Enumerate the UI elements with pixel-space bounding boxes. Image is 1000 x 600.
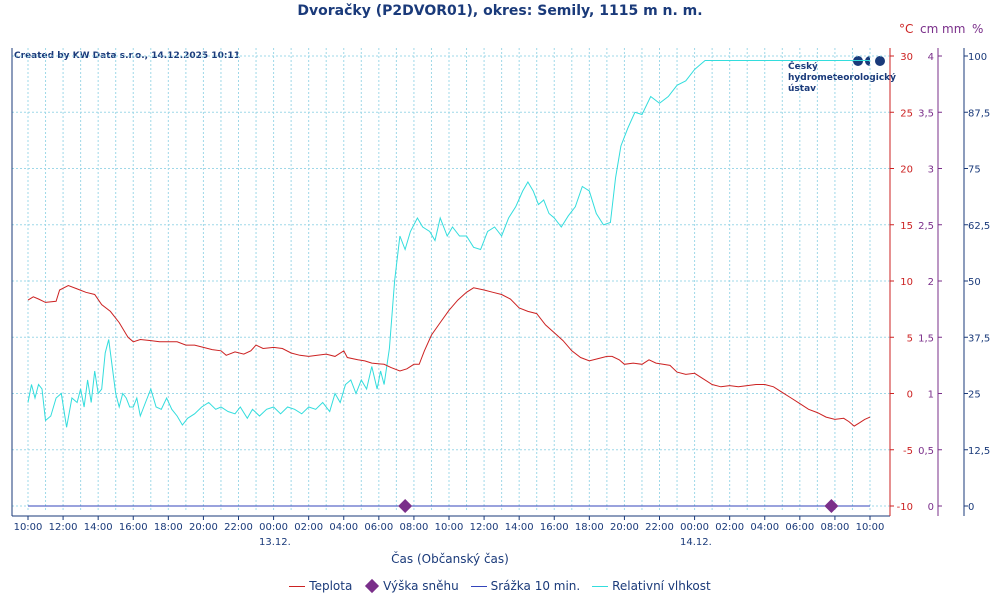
legend-swatch-precip — [470, 586, 487, 587]
x-tick-label: 14:00 — [84, 522, 113, 533]
chmi-logo-text: Český hydrometeorologický ústav — [788, 62, 896, 95]
x-tick-label: 22:00 — [645, 522, 674, 533]
snow-tick-label: 2,5 — [918, 221, 934, 232]
legend-item-humidity: Relativní vlhkost — [592, 579, 711, 593]
x-axis-label: Čas (Občanský čas) — [391, 552, 509, 566]
logo-line-2: hydrometeorologický — [788, 73, 897, 83]
x-tick-label: 12:00 — [49, 522, 78, 533]
temp-tick-label: 20 — [900, 165, 913, 176]
legend-swatch-temp — [289, 586, 306, 587]
x-tick-label: 06:00 — [364, 522, 393, 533]
temp-tick-label: -10 — [897, 502, 913, 513]
temp-tick-label: 10 — [900, 277, 913, 288]
x-tick-label: 00:00 — [259, 522, 288, 533]
x-tick-label: 18:00 — [154, 522, 183, 533]
snow-depth-marker — [398, 499, 413, 513]
x-tick-label: 00:00 — [680, 522, 709, 533]
humidity-tick-label: 75 — [968, 165, 981, 176]
humidity-tick-label: 62,5 — [968, 221, 990, 232]
snow-tick-label: 1 — [928, 390, 934, 401]
snow-tick-label: 2 — [928, 277, 934, 288]
x-tick-label: 04:00 — [329, 522, 358, 533]
x-tick-label: 14:00 — [505, 522, 534, 533]
tick-labels: 10:00 12:00 14:00 16:00 18:00 20:00 22:00 00:00… — [14, 52, 991, 533]
x-tick-label: 16:00 — [119, 522, 148, 533]
legend: Teplota Výška sněhu Srážka 10 min. Relat… — [0, 578, 1000, 593]
chart-title: Dvoračky (P2DVOR01), okres: Semily, 1115… — [297, 3, 703, 19]
legend-label-precip: Srážka 10 min. — [490, 579, 581, 593]
x-tick-label: 12:00 — [470, 522, 499, 533]
humidity-line — [27, 60, 870, 428]
temp-tick-label: 15 — [900, 221, 913, 232]
snow-tick-label: 3,5 — [918, 108, 934, 119]
axes — [11, 48, 968, 520]
x-tick-label: 04:00 — [750, 522, 779, 533]
x-tick-label: 20:00 — [610, 522, 639, 533]
humidity-tick-label: 0 — [968, 502, 974, 513]
x-tick-label: 10:00 — [14, 522, 43, 533]
legend-label-snow: Výška sněhu — [383, 579, 459, 593]
humidity-tick-label: 12,5 — [968, 446, 990, 457]
grid — [12, 48, 890, 512]
humidity-tick-label: 50 — [968, 277, 981, 288]
x-tick-label: 08:00 — [821, 522, 850, 533]
chmi-logo-icon — [853, 52, 885, 71]
humidity-tick-label: 25 — [968, 390, 981, 401]
snow-tick-label: 0,5 — [918, 446, 934, 457]
temperature-line — [27, 284, 871, 427]
x-tick-label: 08:00 — [400, 522, 429, 533]
legend-label-temp: Teplota — [309, 579, 353, 593]
temp-tick-label: 30 — [900, 52, 913, 63]
unit-humidity: % — [972, 22, 984, 36]
x-tick-label: 10:00 — [435, 522, 464, 533]
series-layer — [27, 60, 871, 513]
unit-snow: cm — [920, 22, 939, 36]
unit-precip: mm — [942, 22, 966, 36]
legend-swatch-humidity — [592, 586, 609, 587]
snow-tick-label: 1,5 — [918, 333, 934, 344]
temp-tick-label: 5 — [907, 333, 913, 344]
legend-item-temp: Teplota — [289, 579, 356, 593]
logo-line-1: Český — [788, 62, 818, 72]
humidity-tick-label: 37,5 — [968, 333, 990, 344]
snow-tick-label: 0 — [928, 502, 934, 513]
credit-text: Created by KW Data s.r.o., 14.12.2025 10… — [14, 51, 240, 61]
legend-item-snow: Výška sněhu — [364, 578, 462, 593]
x-tick-label: 22:00 — [224, 522, 253, 533]
legend-label-humidity: Relativní vlhkost — [612, 579, 711, 593]
date-label-14-12: 14.12. — [680, 537, 712, 548]
humidity-tick-label: 87,5 — [968, 108, 990, 119]
x-tick-label: 20:00 — [189, 522, 218, 533]
legend-diamond-icon — [365, 578, 380, 593]
snow-tick-label: 4 — [928, 52, 934, 63]
date-label-13-12: 13.12. — [259, 537, 291, 548]
x-tick-label: 18:00 — [575, 522, 604, 533]
unit-temp: °C — [899, 22, 914, 36]
humidity-tick-label: 100 — [968, 52, 987, 63]
snow-tick-label: 3 — [928, 165, 934, 176]
snow-depth-marker — [824, 499, 839, 513]
x-tick-label: 02:00 — [715, 522, 744, 533]
x-tick-label: 06:00 — [785, 522, 814, 533]
temp-tick-label: 0 — [907, 390, 913, 401]
x-tick-label: 16:00 — [540, 522, 569, 533]
legend-item-precip: Srážka 10 min. — [470, 579, 584, 593]
temp-tick-label: -5 — [903, 446, 913, 457]
x-tick-label: 02:00 — [294, 522, 323, 533]
x-tick-label: 10:00 — [856, 522, 885, 533]
logo-line-3: ústav — [788, 84, 817, 94]
temp-tick-label: 25 — [900, 108, 913, 119]
